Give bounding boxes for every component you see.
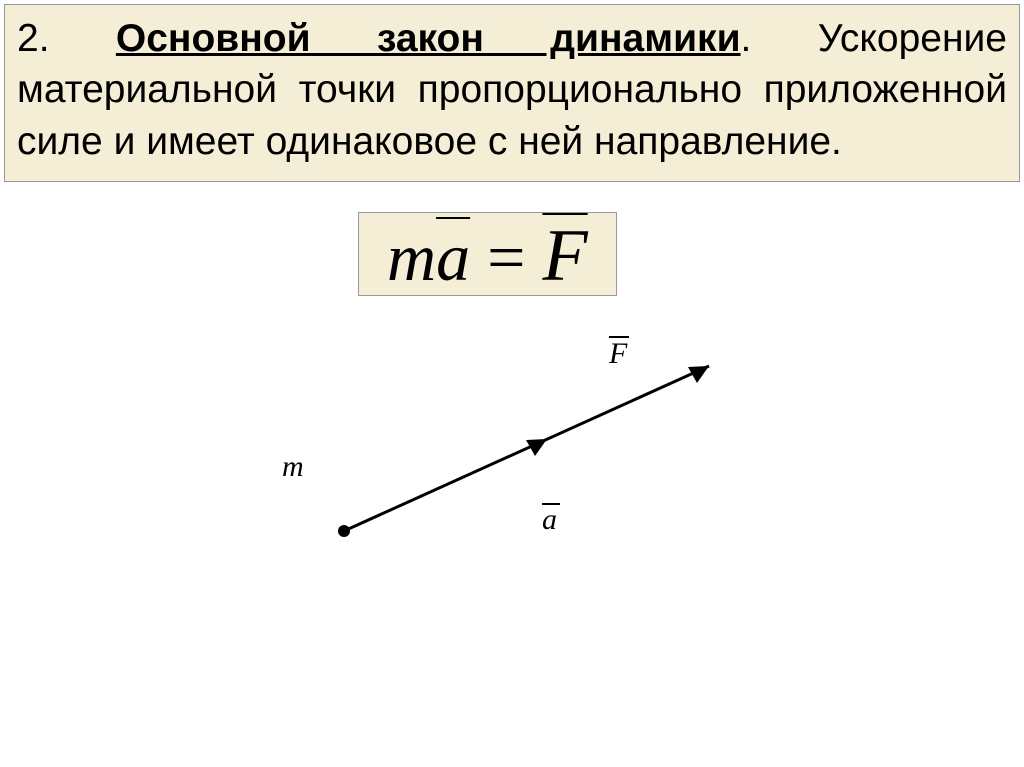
formula-F: F bbox=[542, 215, 587, 297]
vector-diagram: m F a bbox=[264, 331, 744, 561]
law-title: Основной закон динамики bbox=[116, 17, 741, 60]
law-text-box: 2. Основной закон динамики. Ускорение ма… bbox=[4, 4, 1020, 182]
vector-line bbox=[344, 366, 709, 531]
item-number: 2. bbox=[17, 17, 116, 60]
label-a: a bbox=[542, 503, 557, 536]
formula-a: a bbox=[436, 219, 470, 295]
origin-point bbox=[338, 525, 350, 537]
formula-m: m bbox=[387, 219, 436, 295]
label-m: m bbox=[282, 450, 304, 483]
formula-box: ma = F bbox=[358, 212, 617, 296]
label-F: F bbox=[608, 337, 628, 370]
formula-eq: = bbox=[470, 219, 542, 295]
